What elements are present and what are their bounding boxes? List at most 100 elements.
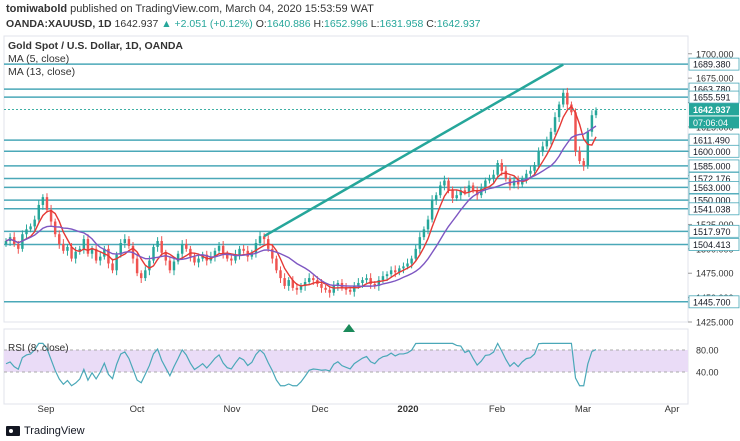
candle-body <box>139 273 143 279</box>
candle-body <box>213 250 217 257</box>
candle-body <box>348 289 352 292</box>
candle-body <box>320 283 323 288</box>
y-tick-label: 1675.000 <box>696 74 734 84</box>
level-label: 1563.000 <box>693 183 731 193</box>
brand-text: TradingView <box>24 425 85 437</box>
candle-body <box>541 146 544 152</box>
x-tick-label: Mar <box>575 404 591 415</box>
candle-body <box>70 246 73 259</box>
candle-body <box>164 252 168 261</box>
candle-body <box>406 263 409 267</box>
candle-body <box>324 287 327 290</box>
candle-body <box>312 278 315 281</box>
countdown-box <box>689 116 739 129</box>
publisher-line: tomiwabold published on TradingView.com,… <box>6 3 374 15</box>
candle-body <box>398 268 401 273</box>
candle-body <box>271 248 274 259</box>
legend-ma5: MA (5, close) <box>8 53 70 65</box>
candle-body <box>451 190 454 199</box>
price-change: ▲ +2.051 (+0.12%) <box>161 18 253 30</box>
candle-body <box>394 270 397 273</box>
candle-body <box>66 246 69 251</box>
level-label: 1585.000 <box>693 161 731 171</box>
candle-body <box>410 258 413 264</box>
candle-body <box>148 260 151 271</box>
candle-body <box>422 229 426 238</box>
tradingview-logo[interactable]: TradingView <box>6 425 85 437</box>
level-label-box <box>688 90 740 104</box>
candle-body <box>443 180 446 186</box>
open-value: 1640.886 <box>266 18 311 30</box>
candle-body <box>344 287 348 290</box>
x-tick-label: Nov <box>224 404 241 415</box>
candle-body <box>561 92 565 105</box>
published-text: published on TradingView.com, March 04, … <box>70 3 374 15</box>
candle-body <box>434 195 438 201</box>
countdown-label: 07:06:04 <box>693 118 728 128</box>
candle-body <box>29 226 32 230</box>
trendline <box>263 63 564 238</box>
candle-body <box>275 258 278 271</box>
candle-body <box>176 253 180 262</box>
candle-body <box>99 256 102 261</box>
candle-body <box>37 204 41 220</box>
candle-body <box>328 289 331 293</box>
candle-body <box>336 282 340 286</box>
candle-body <box>160 241 163 253</box>
candle-body <box>25 229 28 235</box>
candle-body <box>500 163 503 171</box>
level-label: 1655.591 <box>693 93 731 103</box>
candle-body <box>459 190 463 196</box>
symbol: OANDA:XAUUSD, 1D <box>6 18 112 30</box>
low-value: 1631.958 <box>379 18 424 30</box>
candle-body <box>172 261 176 271</box>
candle-body <box>58 234 61 244</box>
x-tick-label: 2020 <box>397 404 418 415</box>
last-price-label: 1642.937 <box>693 105 731 115</box>
candle-body <box>414 248 417 259</box>
candle-body <box>303 282 307 286</box>
candle-body <box>430 200 434 220</box>
candle-body <box>557 104 561 118</box>
candle-body <box>594 110 598 116</box>
candle-body <box>217 245 221 251</box>
price-chart[interactable]: 1700.0001675.0001650.0001625.0001600.000… <box>0 34 740 424</box>
chart-area[interactable]: 1700.0001675.0001650.0001625.0001600.000… <box>0 34 740 424</box>
candle-body <box>156 241 159 247</box>
candle-body <box>258 236 262 243</box>
candle-body <box>574 112 577 152</box>
level-label: 1445.700 <box>693 297 731 307</box>
x-tick-label: Oct <box>130 404 145 415</box>
candle-body <box>185 243 188 249</box>
candle-body <box>537 151 540 165</box>
candle-body <box>242 248 245 251</box>
candle-body <box>238 248 241 255</box>
legend-title: Gold Spot / U.S. Dollar, 1D, OANDA <box>8 40 184 52</box>
author-name[interactable]: tomiwabold <box>6 3 68 15</box>
candle-body <box>566 92 569 105</box>
candle-body <box>152 246 155 261</box>
candle-body <box>82 239 86 249</box>
level-label: 1611.490 <box>693 136 730 146</box>
level-label-box <box>688 57 740 71</box>
candle-body <box>221 245 225 254</box>
candle-body <box>86 239 90 254</box>
candle-body <box>53 221 57 235</box>
y-tick-label: 1700.000 <box>696 49 734 59</box>
y-tick-label: 1425.000 <box>696 318 734 328</box>
candle-body <box>471 185 475 191</box>
candle-body <box>205 254 208 261</box>
candle-body <box>533 164 536 171</box>
candle-body <box>545 139 549 147</box>
candle-body <box>119 242 122 255</box>
candle-body <box>549 131 553 140</box>
candle-body <box>193 256 196 263</box>
candle-body <box>475 190 479 196</box>
rsi-label: RSI (8, close) <box>8 343 69 354</box>
candle-body <box>230 258 233 261</box>
rsi-line <box>5 342 597 387</box>
rsi-band <box>4 350 688 372</box>
high-label: H: <box>313 18 325 30</box>
candle-body <box>582 161 585 166</box>
candle-body <box>295 287 299 290</box>
